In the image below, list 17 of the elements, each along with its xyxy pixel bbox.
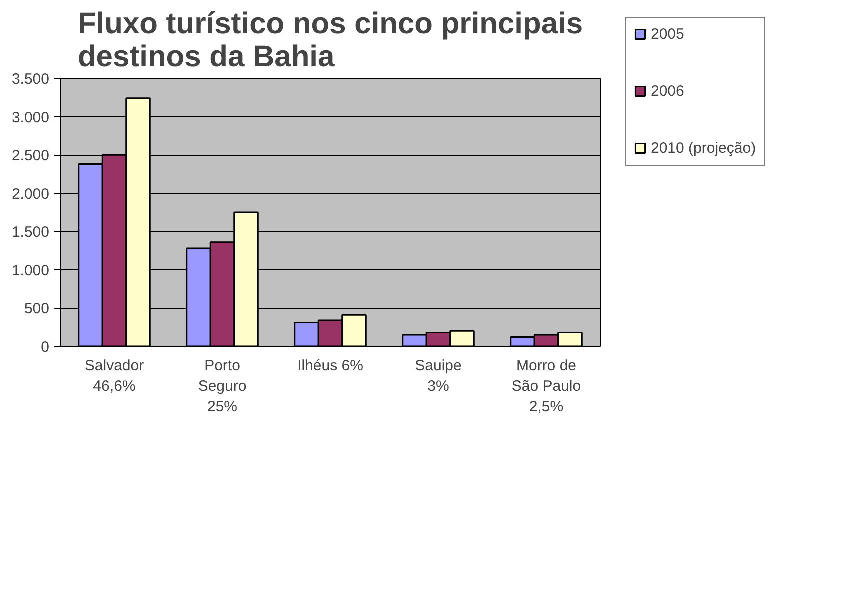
chart-title: Fluxo turístico nos cinco principais destinos da Bahia bbox=[78, 8, 584, 74]
legend-label: 2010 (projeção) bbox=[651, 140, 756, 157]
y-tick-label: 500 bbox=[24, 300, 50, 318]
y-tick-label: 1.500 bbox=[12, 224, 50, 242]
y-tick-label: 1.000 bbox=[12, 262, 50, 280]
x-tick-label: Morro de São Paulo 2,5% bbox=[512, 358, 582, 416]
legend-label: 2005 bbox=[651, 26, 684, 43]
y-tick-label: 2.500 bbox=[12, 148, 50, 165]
x-tick-label: Ilhéus 6% bbox=[298, 358, 364, 374]
y-tick-label: 0 bbox=[41, 339, 50, 356]
legend-label: 2006 bbox=[651, 82, 684, 100]
x-tick-label: Salvador 46,6% bbox=[84, 358, 144, 395]
x-tick-label: Porto Seguro 25% bbox=[198, 358, 247, 416]
y-tick-label: 3.000 bbox=[12, 109, 50, 126]
x-tick-label: Sauipe 3% bbox=[415, 358, 462, 395]
y-tick-label: 3.500 bbox=[12, 71, 50, 88]
y-tick-label: 2.000 bbox=[12, 186, 50, 203]
